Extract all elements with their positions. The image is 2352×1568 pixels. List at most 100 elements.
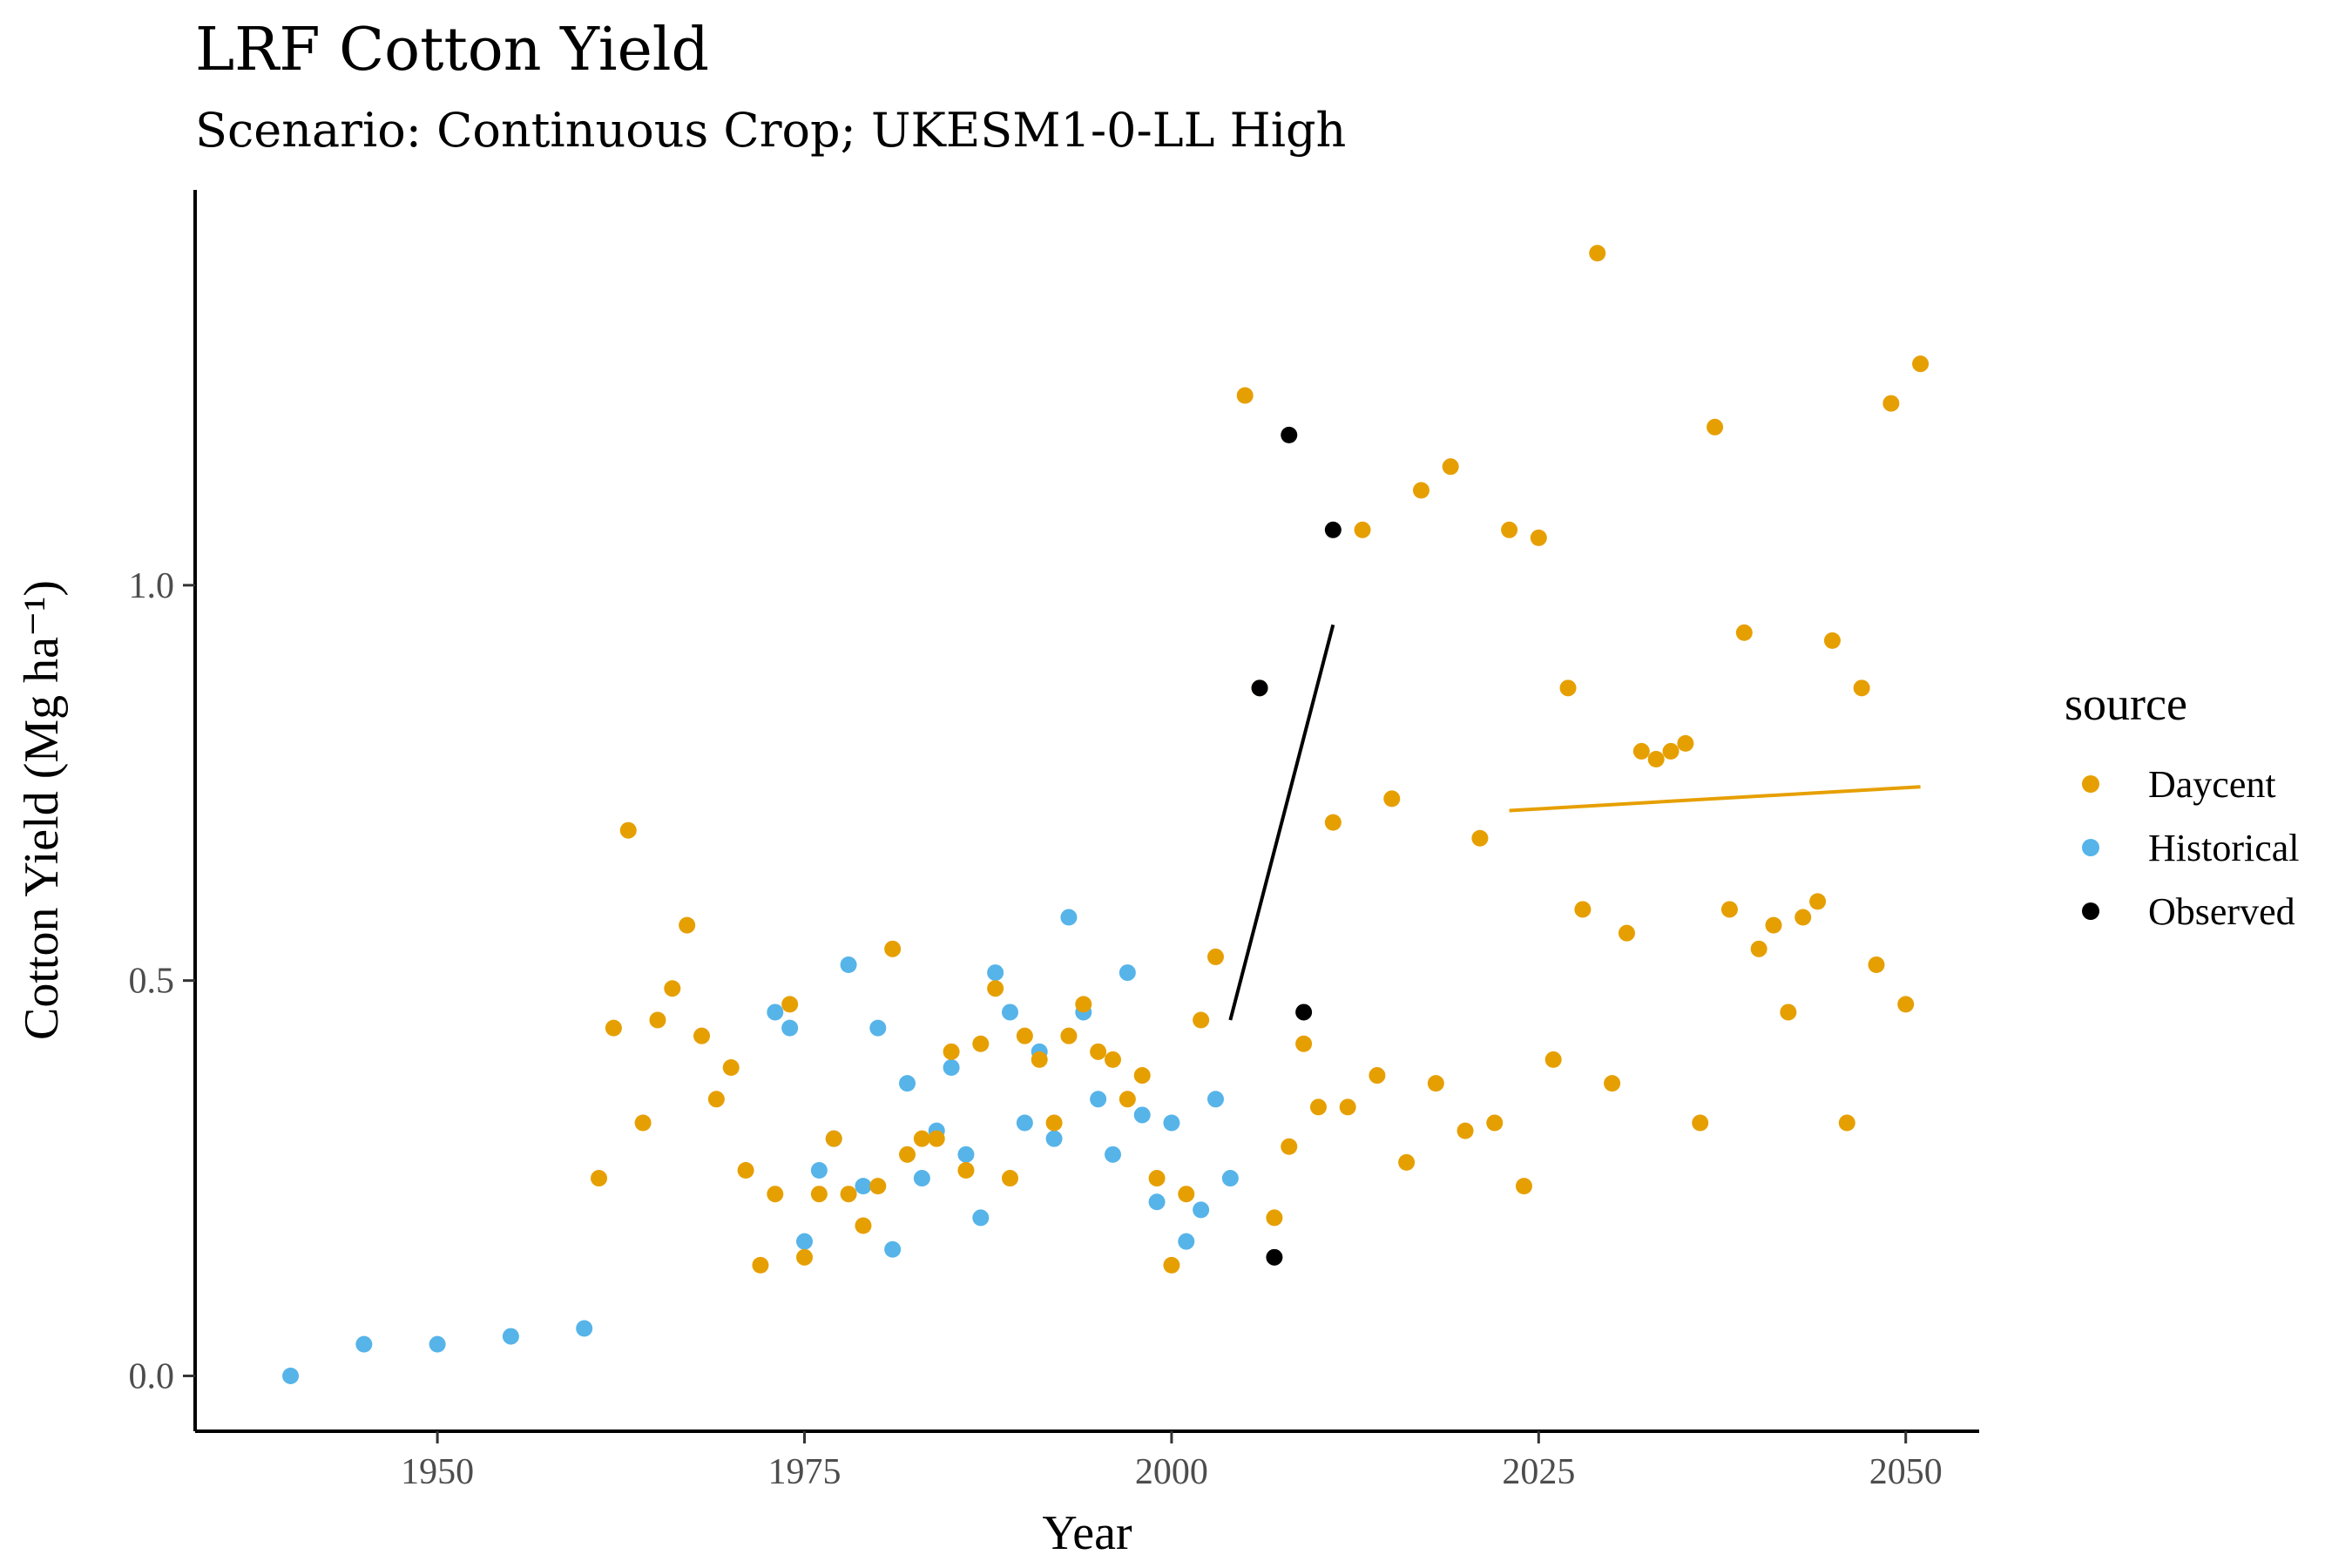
legend-label: Historical xyxy=(2148,827,2300,869)
data-point-observed xyxy=(1281,426,1298,443)
data-point-daycent xyxy=(1780,1004,1797,1021)
data-point-historical xyxy=(781,1019,799,1037)
x-tick-label: 2025 xyxy=(1502,1452,1575,1492)
data-point-daycent xyxy=(1295,1035,1313,1052)
data-point-daycent xyxy=(1692,1114,1709,1132)
data-point-historical xyxy=(355,1335,373,1353)
data-point-daycent xyxy=(1148,1170,1166,1187)
data-point-observed xyxy=(1324,521,1342,538)
data-point-historical xyxy=(502,1328,519,1345)
data-point-daycent xyxy=(1765,916,1782,934)
data-point-daycent xyxy=(1104,1051,1121,1068)
data-point-historical xyxy=(1193,1201,1210,1219)
data-point-daycent xyxy=(1868,956,1885,973)
data-point-daycent xyxy=(1016,1027,1033,1044)
x-tick-label: 1950 xyxy=(401,1452,474,1492)
data-point-daycent xyxy=(1178,1186,1195,1203)
data-point-daycent xyxy=(1163,1256,1180,1274)
data-point-daycent xyxy=(840,1186,857,1203)
data-point-daycent xyxy=(1912,355,1930,373)
x-tick-label: 2000 xyxy=(1135,1452,1208,1492)
data-point-daycent xyxy=(693,1027,711,1044)
data-point-daycent xyxy=(1442,458,1459,476)
legend-entries: Daycent Historical Observed xyxy=(2082,763,2300,933)
data-point-observed xyxy=(1266,1248,1283,1266)
data-point-daycent xyxy=(1823,632,1841,649)
data-point-daycent xyxy=(928,1130,945,1147)
data-point-daycent xyxy=(1707,418,1724,436)
data-point-daycent xyxy=(1236,387,1254,404)
data-point-daycent xyxy=(1544,1051,1562,1068)
data-point-daycent xyxy=(1618,924,1635,942)
data-point-daycent xyxy=(752,1256,769,1274)
data-point-daycent xyxy=(1882,395,1900,412)
data-point-daycent xyxy=(781,996,799,1013)
data-point-daycent xyxy=(1339,1098,1356,1116)
data-point-daycent xyxy=(869,1178,887,1195)
data-point-historical xyxy=(913,1170,930,1187)
data-point-historical xyxy=(1206,1091,1224,1108)
data-point-daycent xyxy=(591,1170,608,1187)
x-axis-title: Year xyxy=(1042,1506,1132,1560)
legend-label: Observed xyxy=(2148,890,2295,933)
trend-lines xyxy=(1228,624,1921,1021)
data-point-daycent xyxy=(619,821,637,839)
data-point-historical xyxy=(1002,1004,1019,1021)
data-point-daycent xyxy=(913,1130,930,1147)
legend: source Daycent Historical Observed xyxy=(2065,678,2300,933)
data-point-daycent xyxy=(1119,1091,1136,1108)
data-point-daycent xyxy=(1354,521,1371,538)
data-point-daycent xyxy=(1193,1011,1210,1029)
data-point-daycent xyxy=(605,1019,622,1037)
data-point-daycent xyxy=(1206,948,1224,965)
legend-key xyxy=(2082,775,2099,793)
data-point-daycent xyxy=(1427,1075,1444,1092)
data-point-daycent xyxy=(1281,1138,1298,1155)
data-point-daycent xyxy=(1090,1043,1107,1060)
data-point-daycent xyxy=(649,1011,666,1029)
data-point-historical xyxy=(1178,1233,1195,1250)
data-point-daycent xyxy=(1720,901,1738,918)
data-point-historical xyxy=(1163,1114,1180,1132)
data-point-historical xyxy=(1148,1193,1166,1211)
data-point-historical xyxy=(957,1146,975,1163)
chart-title: LRF Cotton Yield xyxy=(195,16,709,84)
data-point-daycent xyxy=(737,1161,754,1179)
data-point-historical xyxy=(884,1240,902,1258)
data-point-daycent xyxy=(1324,814,1342,831)
data-point-daycent xyxy=(1677,734,1694,752)
x-tick-label: 1975 xyxy=(768,1452,841,1492)
data-point-daycent xyxy=(1266,1209,1283,1227)
chart-subtitle: Scenario: Continuous Crop; UKESM1-0-LL H… xyxy=(195,103,1346,158)
data-point-historical xyxy=(840,956,857,973)
data-points xyxy=(282,245,1930,1384)
data-point-daycent xyxy=(1309,1098,1327,1116)
data-point-daycent xyxy=(1589,245,1606,262)
legend-title: source xyxy=(2065,678,2187,730)
x-tick-label: 2050 xyxy=(1869,1452,1943,1492)
data-point-daycent xyxy=(972,1035,990,1052)
data-point-daycent xyxy=(987,980,1004,997)
data-point-daycent xyxy=(1486,1114,1504,1132)
data-point-daycent xyxy=(1853,679,1870,697)
data-point-historical xyxy=(1090,1091,1107,1108)
data-point-daycent xyxy=(1515,1178,1532,1195)
data-point-daycent xyxy=(679,916,696,934)
data-point-daycent xyxy=(1075,996,1092,1013)
data-point-daycent xyxy=(1604,1075,1621,1092)
y-axis-title: Cotton Yield (Mg ha⁻¹) xyxy=(15,580,69,1040)
data-point-daycent xyxy=(1897,996,1915,1013)
data-point-historical xyxy=(1119,964,1136,982)
data-point-historical xyxy=(987,964,1004,982)
data-point-daycent xyxy=(1838,1114,1855,1132)
data-point-historical xyxy=(972,1209,990,1227)
data-point-daycent xyxy=(1471,829,1489,847)
data-point-historical xyxy=(810,1161,828,1179)
data-point-historical xyxy=(796,1233,814,1250)
series-observed xyxy=(1251,426,1342,1266)
data-point-daycent xyxy=(1045,1114,1063,1132)
data-point-historical xyxy=(767,1004,784,1021)
data-point-historical xyxy=(1045,1130,1063,1147)
legend-key xyxy=(2082,902,2099,920)
